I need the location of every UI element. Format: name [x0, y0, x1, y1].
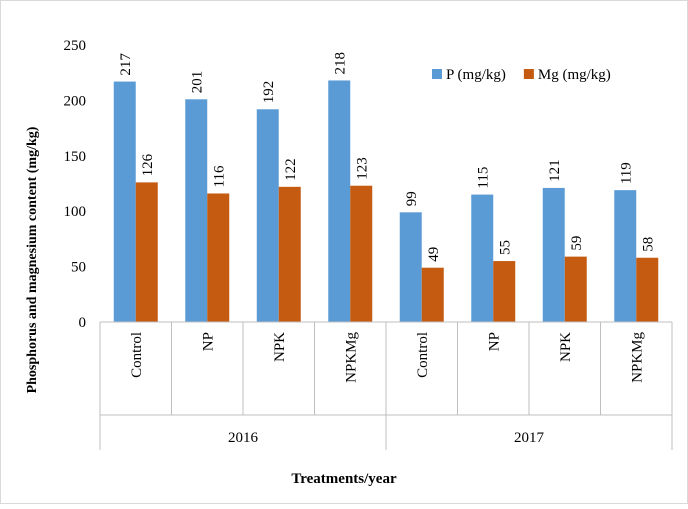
y-tick-label: 250	[64, 38, 87, 54]
y-tick-label: 50	[71, 260, 86, 276]
x-tick-label: NP	[200, 332, 216, 351]
x-tick-label: NPKMg	[343, 332, 359, 383]
data-label: 121	[547, 159, 563, 182]
data-label: 99	[404, 191, 420, 206]
data-label: 55	[497, 240, 513, 255]
bar	[328, 80, 351, 323]
y-tick-label: 100	[64, 204, 87, 220]
data-label: 122	[283, 158, 299, 181]
bar	[421, 267, 444, 322]
x-axis-title: Treatments/year	[291, 471, 397, 487]
x-tick-label: Control	[129, 332, 145, 378]
y-tick-label: 150	[64, 149, 87, 165]
bar	[135, 182, 158, 322]
data-label: 116	[211, 165, 227, 187]
group-label: 2017	[514, 430, 545, 446]
bar	[278, 186, 301, 322]
bar	[185, 99, 208, 323]
legend-swatch	[432, 69, 442, 79]
legend-label: Mg (mg/kg)	[538, 67, 611, 83]
bar	[256, 109, 279, 322]
bar	[614, 190, 637, 322]
x-tick-label: NPK	[558, 332, 574, 362]
bar	[350, 185, 373, 322]
x-tick-label: Control	[415, 332, 431, 378]
x-tick-label: NPKMg	[629, 332, 645, 383]
x-tick-label: NP	[486, 332, 502, 351]
data-label: 58	[640, 237, 656, 252]
x-tick-label: NPK	[272, 332, 288, 362]
bar	[471, 194, 494, 322]
data-label: 218	[332, 52, 348, 75]
data-label: 201	[189, 71, 205, 94]
data-label: 115	[475, 167, 491, 189]
y-tick-label: 0	[79, 315, 87, 331]
data-label: 192	[261, 81, 277, 104]
data-label: 49	[426, 247, 442, 262]
bar	[113, 81, 136, 323]
data-label: 123	[354, 157, 370, 180]
y-tick-label: 200	[64, 93, 87, 109]
legend-label: P (mg/kg)	[446, 67, 506, 83]
data-label: 217	[118, 53, 134, 76]
group-label: 2016	[228, 430, 259, 446]
bar	[542, 187, 565, 322]
data-label: 126	[140, 153, 156, 176]
bar	[207, 193, 230, 322]
bar	[564, 256, 587, 322]
legend-swatch	[523, 69, 534, 79]
bar	[493, 261, 516, 322]
data-label: 59	[569, 236, 585, 251]
bar	[399, 212, 422, 322]
y-axis-title: Phosphorus and magnesium content (mg/kg)	[25, 126, 40, 393]
data-label: 119	[618, 162, 634, 184]
bar	[636, 257, 659, 322]
